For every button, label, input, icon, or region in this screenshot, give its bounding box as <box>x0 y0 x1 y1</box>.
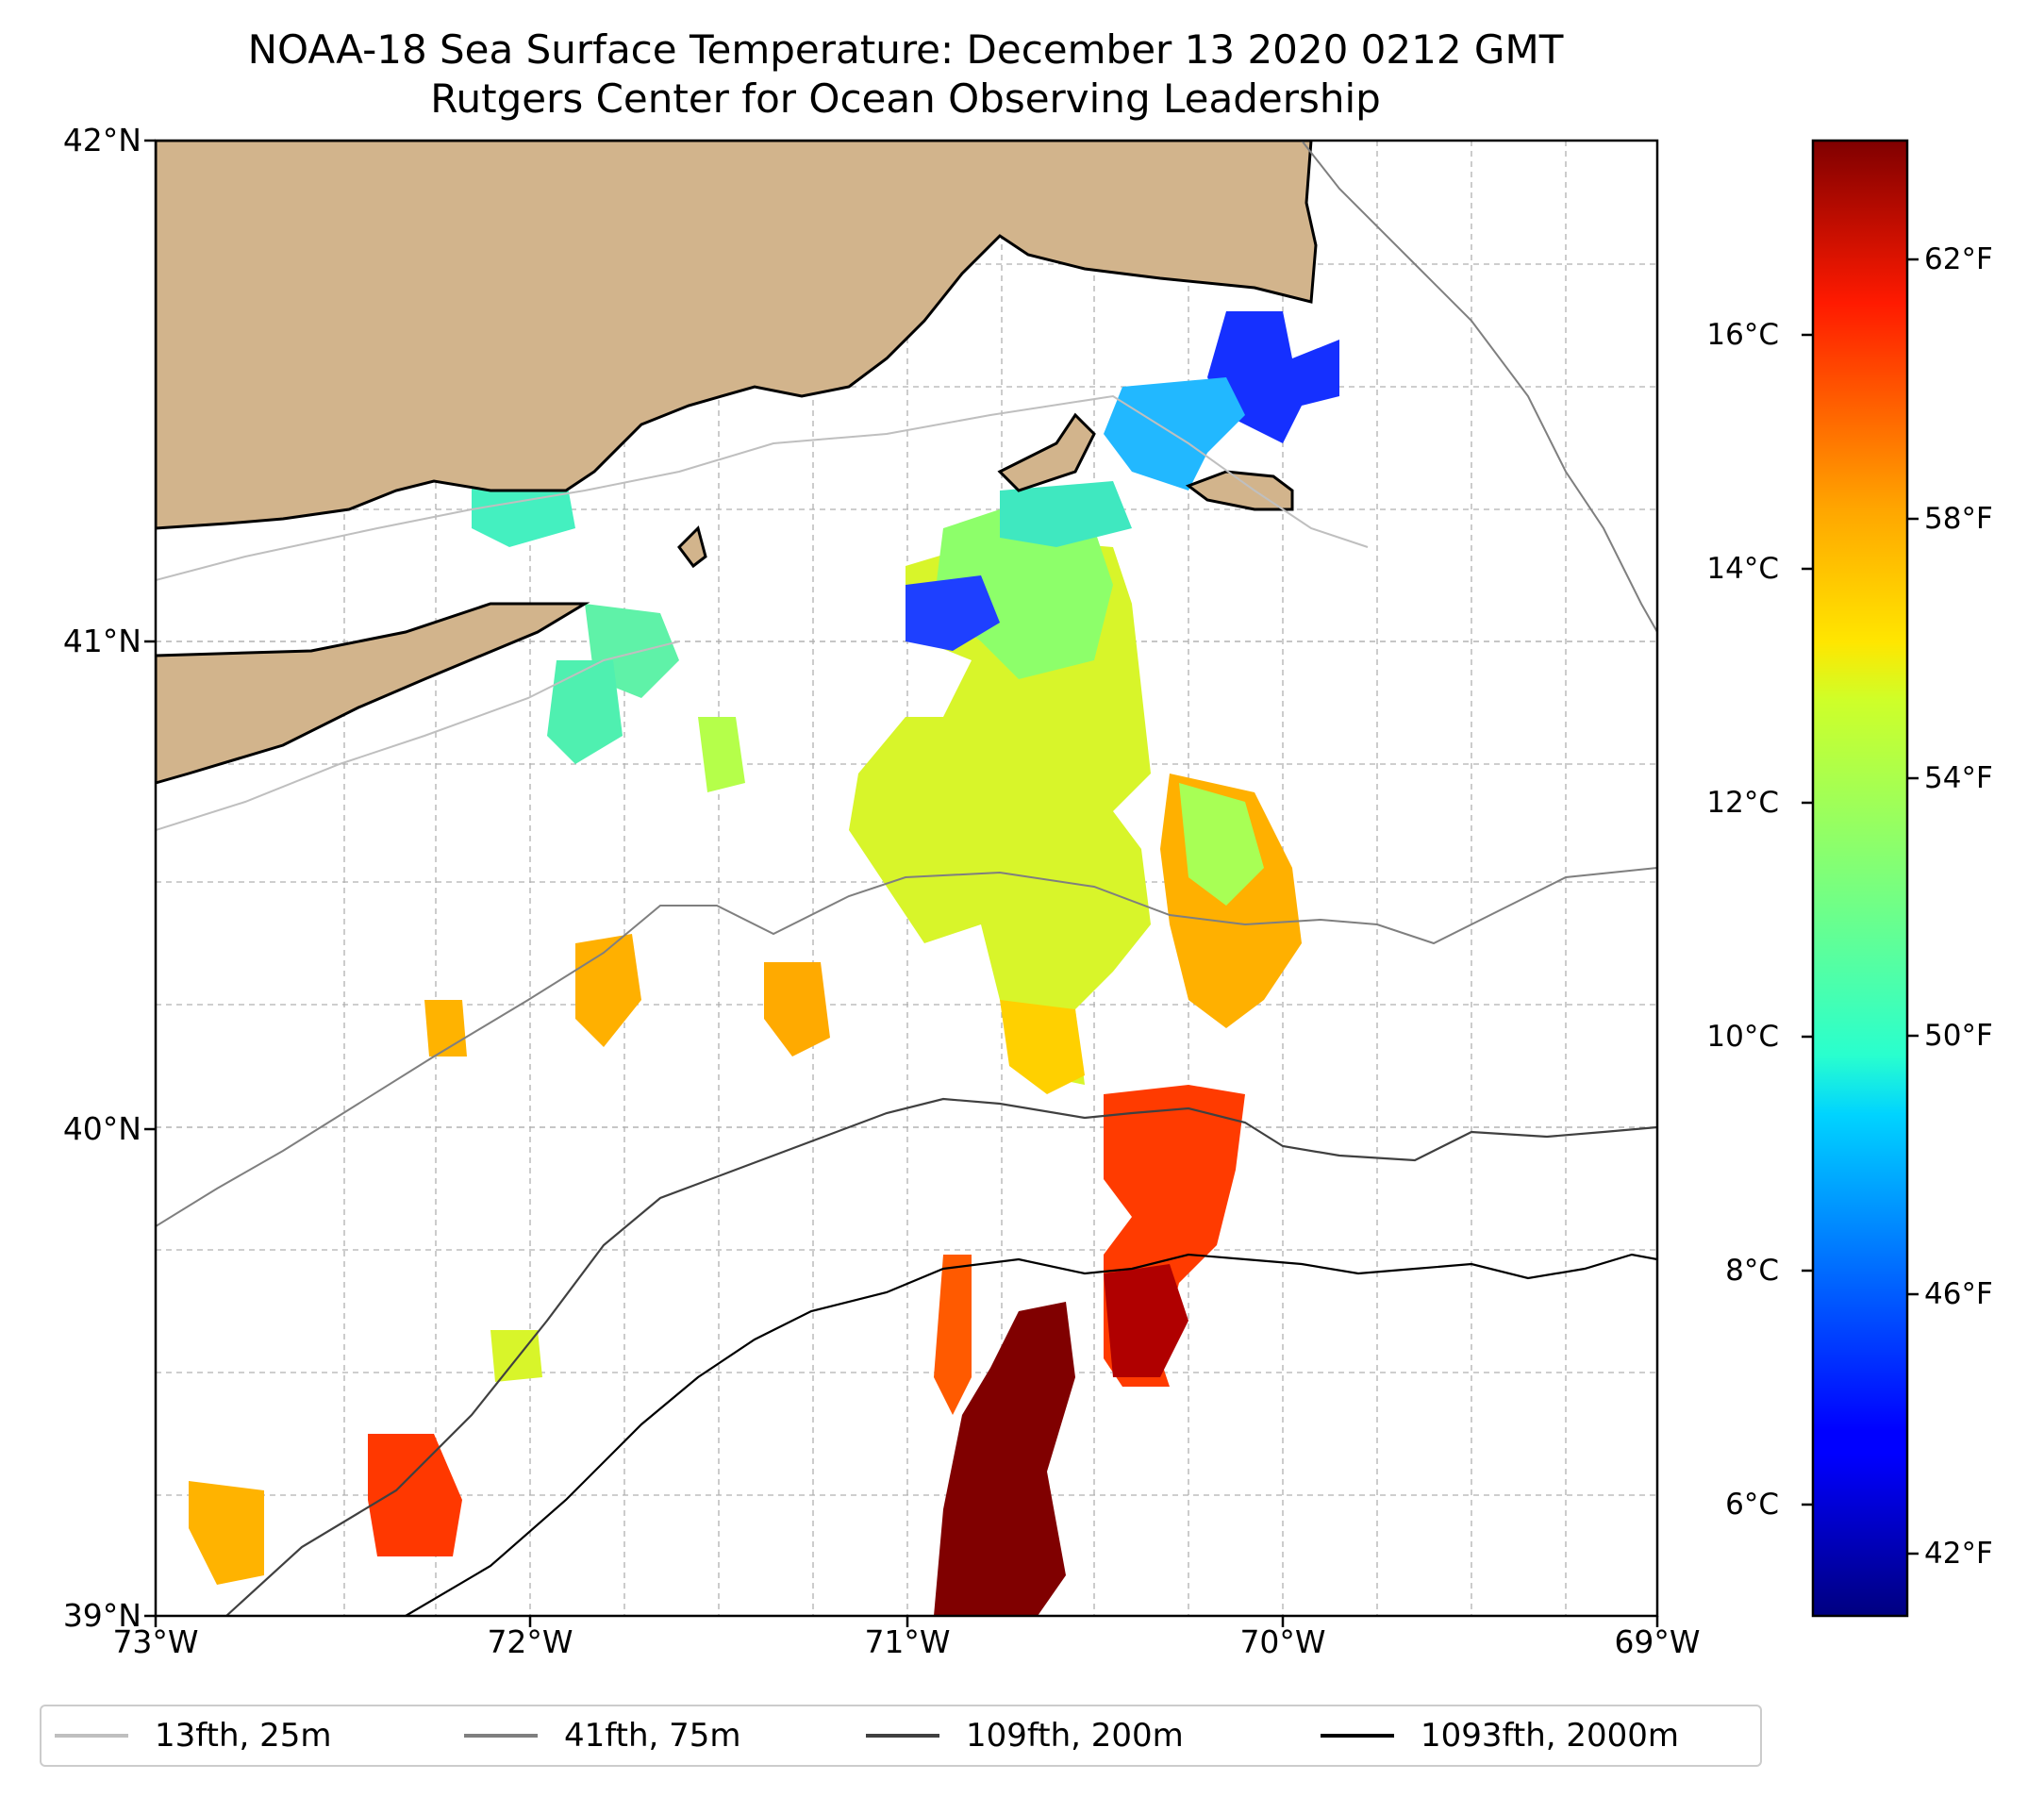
sst-shelf-break-mid <box>1000 1000 1085 1094</box>
legend-label: 1093fth, 2000m <box>1421 1717 1680 1755</box>
legend-line-2000m <box>1321 1734 1394 1738</box>
lat-tick-label: 39°N <box>62 1597 141 1634</box>
colorbar-ticks <box>1802 258 1919 1556</box>
lat-tick-label: 40°N <box>62 1110 141 1147</box>
lat-tick-label: 41°N <box>62 623 141 659</box>
sst-cold-spot <box>906 575 1000 651</box>
colorbar-fahrenheit-label: 42°F <box>1924 1537 1993 1571</box>
legend-label: 13fth, 25m <box>155 1717 332 1755</box>
colorbar-fahrenheit-label: 46°F <box>1924 1277 1993 1311</box>
sst-slope-sea-warm <box>934 1302 1075 1616</box>
colorbar-celsius-label: 16°C <box>1706 318 1779 352</box>
sst-southwest-patch <box>189 1481 264 1585</box>
sst-data-layer <box>189 311 1339 1616</box>
legend-line-25m <box>55 1734 128 1738</box>
contour-75m <box>156 867 1657 1227</box>
legend-line-75m <box>464 1734 538 1738</box>
sst-central-shelf <box>849 538 1151 1085</box>
legend-line-200m <box>866 1734 939 1738</box>
lon-tick-label: 70°W <box>1239 1623 1326 1660</box>
lon-tick-label: 72°W <box>487 1623 573 1660</box>
colorbar-fahrenheit-label: 62°F <box>1924 242 1993 276</box>
map-subtitle: Rutgers Center for Ocean Observing Leade… <box>430 75 1381 122</box>
colorbar-fahrenheit-label: 54°F <box>1924 761 1993 795</box>
sst-slope-sea-edge <box>934 1255 972 1415</box>
legend-label: 41fth, 75m <box>564 1717 741 1755</box>
block-island <box>677 525 707 569</box>
lon-tick-label: 73°W <box>112 1623 199 1660</box>
contour-25m-b <box>156 641 680 831</box>
bathymetry-contours <box>156 141 1657 1616</box>
new-england-coast <box>156 141 1318 530</box>
sst-shelf-break-west <box>764 962 830 1057</box>
sst-south-of-islands <box>1000 481 1132 547</box>
marthas-vineyard <box>997 412 1096 492</box>
bathymetry-legend: 13fth, 25m 41fth, 75m 109fth, 200m 1093f… <box>40 1705 1762 1767</box>
contour-2000m <box>405 1253 1657 1616</box>
long-island <box>156 602 590 785</box>
colorbar-celsius-label: 10°C <box>1706 1020 1779 1054</box>
legend-item-200m: 109fth, 200m <box>866 1706 1184 1765</box>
legend-item-75m: 41fth, 75m <box>464 1706 741 1765</box>
sst-orange-left <box>575 934 641 1047</box>
axis-ticks <box>144 139 1659 1627</box>
sst-patch-a <box>547 660 623 764</box>
sst-central-green <box>934 509 1113 679</box>
land-layer <box>156 141 1318 785</box>
sst-block-island <box>472 476 575 547</box>
contour-75m-north <box>1301 141 1657 633</box>
sst-southwest-red <box>368 1434 462 1556</box>
contour-200m <box>225 1097 1657 1616</box>
legend-item-25m: 13fth, 25m <box>55 1706 332 1765</box>
nantucket <box>1185 470 1294 511</box>
colorbar-fahrenheit-label: 50°F <box>1924 1019 1993 1053</box>
lat-tick-label: 42°N <box>62 122 141 158</box>
colorbar-celsius-label: 6°C <box>1725 1488 1779 1522</box>
legend-item-2000m: 1093fth, 2000m <box>1321 1706 1679 1765</box>
sst-east-shelf-green <box>1179 783 1264 906</box>
sst-ring-core <box>1104 1264 1188 1377</box>
sst-patch-b <box>698 717 745 792</box>
legend-label: 109fth, 200m <box>966 1717 1184 1755</box>
colorbar-celsius-label: 14°C <box>1706 552 1779 586</box>
colorbar-celsius-label: 8°C <box>1725 1254 1779 1288</box>
lon-tick-label: 71°W <box>864 1623 951 1660</box>
colorbar-celsius-label: 12°C <box>1706 786 1779 820</box>
sst-orange-left2 <box>424 1000 467 1057</box>
colorbar-fahrenheit-label: 58°F <box>1924 502 1993 536</box>
lon-tick-label: 69°W <box>1614 1623 1701 1660</box>
map-title: NOAA-18 Sea Surface Temperature: Decembe… <box>247 26 1564 73</box>
colorbar <box>1811 139 1909 1618</box>
contour-25m <box>156 394 1369 581</box>
